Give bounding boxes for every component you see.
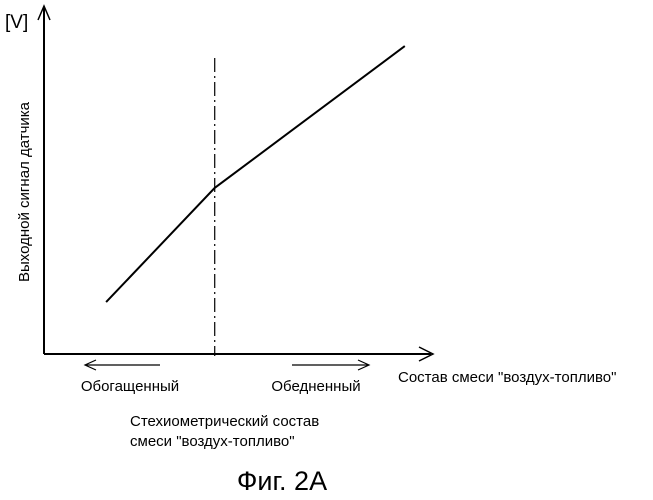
- x-axis-label: Состав смеси "воздух-топливо": [398, 369, 616, 386]
- sensor-output-line: [106, 46, 405, 302]
- stoichiometric-label-line1: Стехиометрический состав: [130, 413, 319, 430]
- stoichiometric-label-line2: смеси "воздух-топливо": [130, 433, 295, 450]
- rich-label: Обогащенный: [81, 378, 179, 395]
- y-axis-unit-label: [V]: [5, 12, 28, 33]
- y-axis-label: Выходной сигнал датчика: [16, 101, 33, 282]
- figure-caption: Фиг. 2A: [237, 466, 327, 496]
- lean-label: Обедненный: [271, 378, 360, 395]
